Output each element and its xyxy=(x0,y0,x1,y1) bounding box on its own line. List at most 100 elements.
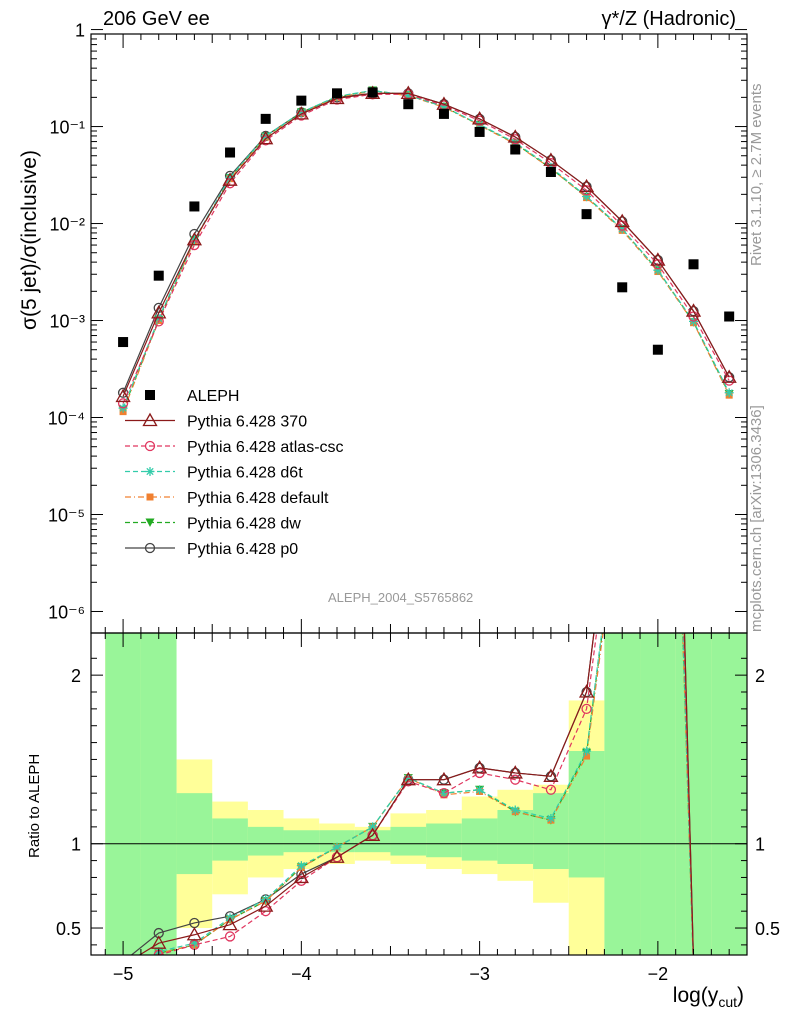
x-tick-label: −5 xyxy=(113,964,134,984)
main-data-point xyxy=(186,231,203,246)
x-axis-label: log(ycut) xyxy=(672,984,744,1011)
ratio-y-tick-label-right: 2 xyxy=(755,666,765,686)
green-band-bin xyxy=(176,793,213,875)
main-series-line xyxy=(122,89,730,411)
ratio-data-point xyxy=(618,401,627,410)
legend-marker xyxy=(144,542,156,554)
ratio-data-point xyxy=(578,684,595,698)
ratio-data-point xyxy=(546,813,556,823)
main-data-point xyxy=(117,398,129,409)
green-band-bin xyxy=(568,751,605,878)
ratio-data-point xyxy=(439,788,449,798)
main-data-point xyxy=(581,209,592,220)
legend-marker xyxy=(144,440,156,452)
main-series-line xyxy=(122,89,730,409)
ratio-data-point xyxy=(296,861,306,871)
ratio-data-point xyxy=(186,926,203,941)
ratio-data-point xyxy=(690,967,697,974)
green-band-bin xyxy=(640,633,676,955)
main-data-point xyxy=(721,369,737,383)
main-data-point xyxy=(578,178,595,193)
main-data-point xyxy=(189,201,200,212)
main-y-tick-label: 10⁻² xyxy=(49,215,85,235)
main-data-point xyxy=(400,85,416,99)
ratio-data-point xyxy=(618,468,627,477)
legend-label: ALEPH xyxy=(187,388,239,405)
main-data-point xyxy=(507,129,523,143)
main-data-point xyxy=(225,147,236,158)
ratio-y-tick-label: 0.5 xyxy=(56,919,81,939)
ratio-data-point xyxy=(329,849,345,863)
ratio-data-point xyxy=(581,703,592,715)
main-data-point xyxy=(652,344,663,355)
main-y-tick-label: 10⁻¹ xyxy=(49,118,85,138)
main-data-point xyxy=(510,144,521,155)
green-band-bin xyxy=(426,823,462,858)
main-data-point xyxy=(222,172,238,186)
main-data-point xyxy=(438,108,449,119)
green-band-bin xyxy=(105,633,141,955)
ratio-data-point xyxy=(618,435,627,444)
ratio-frame xyxy=(90,632,748,956)
main-data-point xyxy=(614,213,630,228)
ratio-data-point xyxy=(543,768,559,782)
main-data-point xyxy=(224,178,236,189)
ratio-data-point xyxy=(725,980,734,989)
legend-label: Pythia 6.428 p0 xyxy=(187,541,298,558)
main-data-point xyxy=(293,106,309,120)
ratio-data-point xyxy=(692,953,695,955)
x-tick-label: −2 xyxy=(648,964,669,984)
legend-label: Pythia 6.428 d6t xyxy=(187,465,303,482)
legend-marker xyxy=(145,518,155,527)
main-data-point xyxy=(724,311,735,322)
legend-label: Pythia 6.428 default xyxy=(187,490,329,507)
ratio-data-point xyxy=(725,971,734,980)
main-data-point xyxy=(688,259,699,270)
ratio-data-point xyxy=(507,765,523,779)
ratio-y-tick-label-right: 0.5 xyxy=(755,919,780,939)
main-series-group xyxy=(115,85,737,416)
ratio-data-point xyxy=(689,966,698,975)
main-series-line xyxy=(122,90,730,412)
green-band-bin xyxy=(319,830,355,853)
ratio-data-point xyxy=(619,486,626,493)
ratio-data-point xyxy=(222,916,238,931)
main-series-line xyxy=(122,92,730,397)
ratio-data-point xyxy=(510,774,521,785)
ratio-data-point xyxy=(723,965,736,977)
ratio-data-point xyxy=(293,869,309,884)
x-tick-label: −3 xyxy=(469,964,490,984)
main-data-point xyxy=(474,126,485,137)
main-data-point xyxy=(724,388,734,398)
green-band-bin xyxy=(604,633,641,955)
ratio-data-point xyxy=(475,785,485,795)
main-data-point xyxy=(403,99,414,110)
main-data-point xyxy=(685,303,702,317)
main-data-point xyxy=(617,282,628,293)
energy-label: 206 GeV ee xyxy=(103,8,210,30)
green-band-bin xyxy=(461,818,498,861)
main-y-tick-label: 10⁻⁵ xyxy=(48,505,85,525)
ratio-series-line xyxy=(155,633,694,955)
green-band-bin xyxy=(390,826,427,856)
ratio-data-point xyxy=(332,842,342,852)
ratio-data-point xyxy=(726,980,733,987)
ratio-series-line xyxy=(157,633,694,955)
green-band-bin xyxy=(533,793,569,870)
ratio-data-point xyxy=(689,961,698,970)
green-band-bin xyxy=(283,830,320,853)
ratio-data-point xyxy=(582,746,592,756)
ratio-data-point xyxy=(400,771,416,786)
legend-label: Pythia 6.428 dw xyxy=(187,516,301,533)
ratio-y-tick-label: 1 xyxy=(71,835,81,855)
ratio-data-point xyxy=(725,967,734,976)
ratio-data-point xyxy=(258,898,274,912)
green-band-bin xyxy=(247,826,284,856)
ratio-y-tick-label: 2 xyxy=(71,666,81,686)
main-data-point xyxy=(367,87,378,98)
main-data-point xyxy=(118,337,129,348)
ratio-data-point xyxy=(438,788,450,799)
ratio-data-point xyxy=(618,477,627,486)
process-label: γ*/Z (Hadronic) xyxy=(601,8,736,30)
